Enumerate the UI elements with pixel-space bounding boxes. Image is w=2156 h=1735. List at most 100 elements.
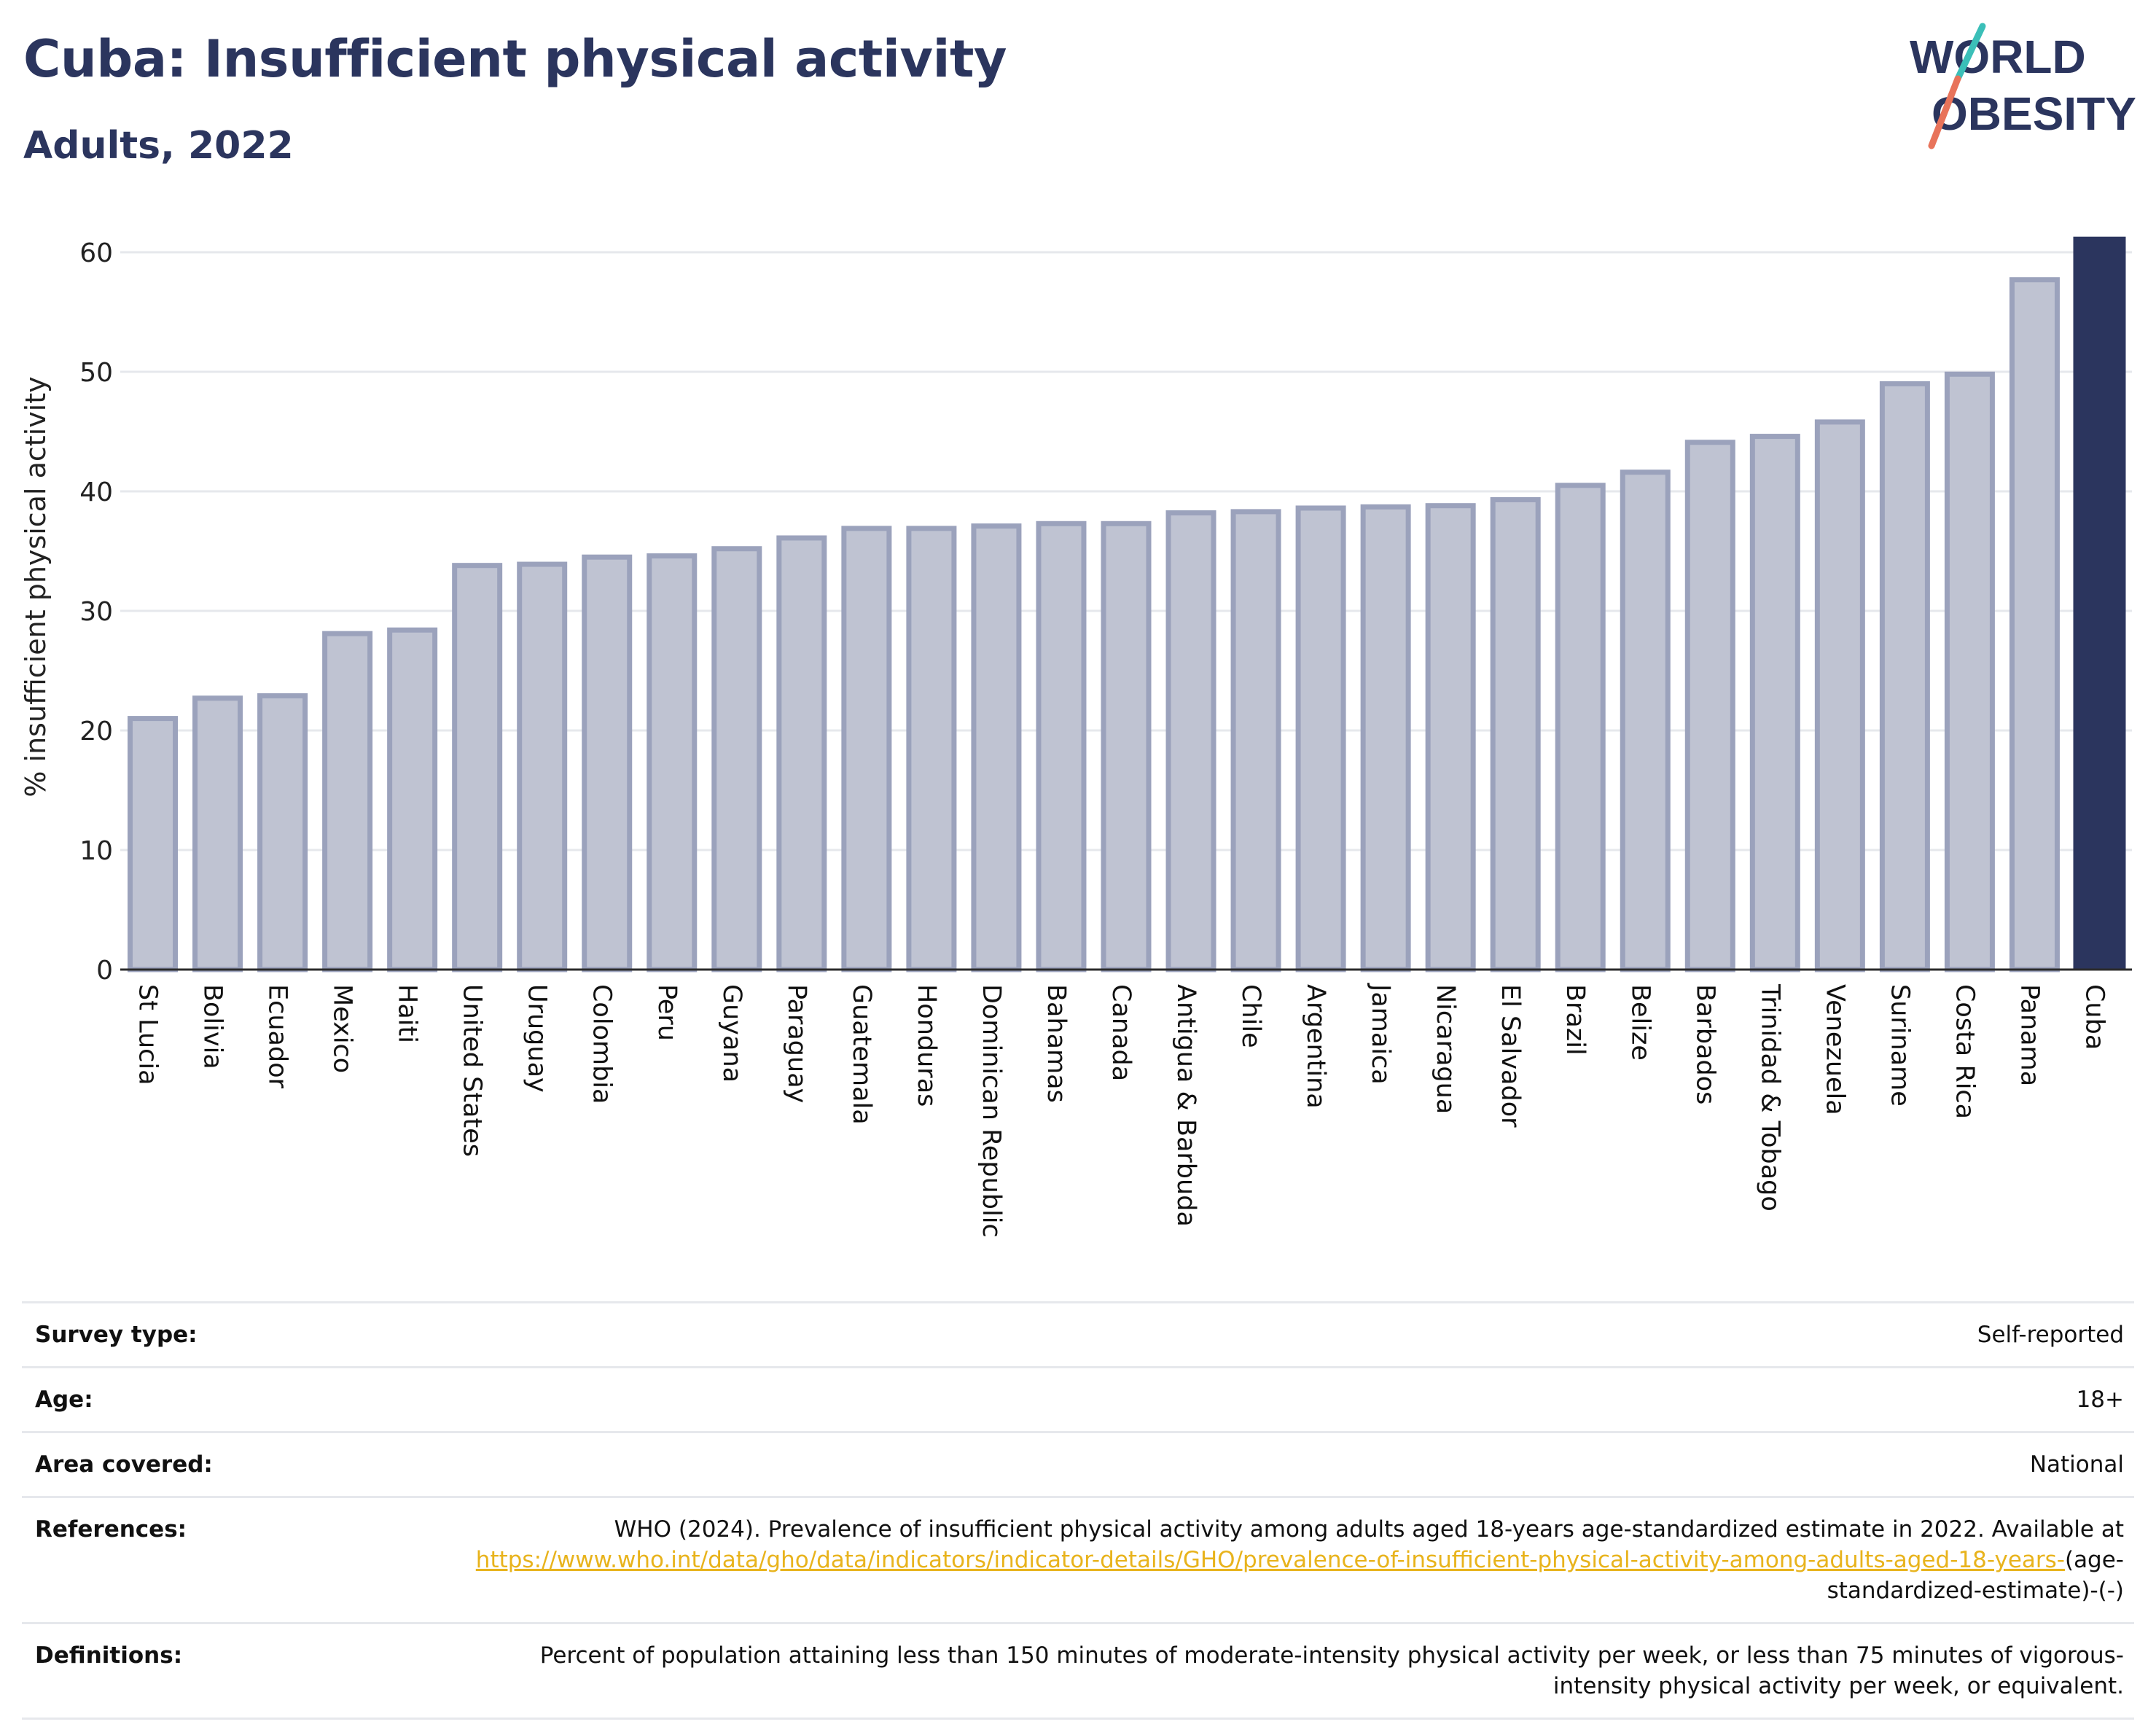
bar-bahamas	[1036, 520, 1087, 972]
x-tick-label: Cuba	[2079, 984, 2109, 1050]
bar-bolivia	[192, 695, 243, 972]
bar-canada	[1101, 520, 1152, 972]
y-tick-label: 10	[79, 836, 113, 866]
bar-st-lucia	[128, 716, 179, 972]
bar-peru	[647, 553, 698, 972]
x-tick-label: Honduras	[912, 984, 941, 1107]
meta-value: National	[453, 1431, 2134, 1497]
x-tick-label: Bolivia	[198, 984, 227, 1069]
meta-row: Survey type: Self-reported	[22, 1301, 2134, 1368]
bar-colombia	[582, 554, 633, 972]
x-tick-label: Uruguay	[523, 984, 552, 1093]
bar-haiti	[387, 627, 438, 972]
x-tick-label: Belize	[1625, 984, 1655, 1061]
x-tick-label: Panama	[2015, 984, 2044, 1086]
meta-row: References: WHO (2024). Prevalence of ins…	[22, 1496, 2134, 1623]
bar-argentina	[1295, 505, 1346, 972]
x-tick-label: Trinidad & Tobago	[1755, 983, 1784, 1212]
x-tick-label: Nicaragua	[1431, 984, 1460, 1114]
bar-paraguay	[776, 535, 827, 972]
bar-honduras	[906, 526, 957, 972]
y-axis-ticks: 0 10 20 30 40 50 60	[79, 238, 113, 986]
meta-value-text: Percent of population attaining less tha…	[539, 1642, 2124, 1699]
x-axis-ticks: St Lucia Bolivia Ecuador Mexico Haiti United …	[133, 983, 2109, 1238]
meta-value-text: Self-reported	[1977, 1322, 2124, 1348]
bar-nicaragua	[1425, 503, 1476, 972]
world-obesity-logo: WORLD OBESITY	[1910, 23, 2136, 149]
meta-value-text: National	[2029, 1451, 2124, 1478]
y-tick-label: 60	[79, 238, 113, 268]
bar-venezuela	[1814, 419, 1865, 972]
meta-label: Definitions:	[22, 1622, 453, 1720]
y-tick-label: 50	[79, 358, 113, 388]
bar-brazil	[1555, 483, 1606, 972]
bar-costa-rica	[1944, 371, 1995, 972]
y-tick-label: 20	[79, 717, 113, 746]
page-title: Cuba: Insufficient physical activity	[23, 29, 1007, 89]
meta-value-text: WHO (2024). Prevalence of insufficient p…	[614, 1516, 2124, 1543]
bar-mexico	[322, 631, 373, 972]
x-tick-label: Mexico	[328, 984, 357, 1073]
bar-ecuador	[257, 693, 308, 972]
meta-row: Age: 18+	[22, 1366, 2134, 1432]
bar-suriname	[1879, 381, 1930, 972]
bar-belize	[1620, 469, 1671, 972]
bar-panama	[2009, 277, 2060, 972]
meta-label: References:	[22, 1496, 453, 1623]
bar-uruguay	[517, 561, 568, 972]
bar-dominican-republic	[971, 523, 1022, 972]
x-tick-label: Argentina	[1301, 984, 1330, 1109]
meta-value: Percent of population attaining less tha…	[453, 1622, 2134, 1720]
metadata-table: Survey type: Self-reported Age: 18+ Area cov…	[22, 1301, 2134, 1720]
x-tick-label: Guatemala	[847, 984, 876, 1125]
x-tick-label: Dominican Republic	[977, 984, 1006, 1238]
x-tick-label: Bahamas	[1042, 984, 1071, 1103]
x-tick-label: Paraguay	[782, 984, 811, 1103]
x-tick-label: Costa Rica	[1950, 984, 1979, 1119]
y-tick-label: 30	[79, 597, 113, 627]
logo-text-world: WORLD	[1910, 31, 2086, 83]
x-tick-label: El Salvador	[1496, 984, 1525, 1128]
page-subtitle: Adults, 2022	[23, 124, 294, 168]
meta-label: Area covered:	[22, 1431, 453, 1497]
bar-chart: 0 10 20 30 40 50 60 St Lucia Bolivia Ecuador Mexi…	[20, 236, 2132, 1238]
bar-united-states	[452, 563, 503, 972]
x-tick-label: Canada	[1106, 984, 1136, 1081]
meta-row: Area covered: National	[22, 1431, 2134, 1497]
bar-barbados	[1684, 440, 1735, 972]
meta-value: WHO (2024). Prevalence of insufficient p…	[453, 1496, 2134, 1623]
x-tick-label: Chile	[1236, 984, 1265, 1048]
bars	[128, 236, 2126, 972]
bar-guatemala	[841, 526, 892, 972]
meta-value-text: 18+	[2076, 1387, 2124, 1413]
y-tick-label: 40	[79, 477, 113, 507]
x-tick-label: Ecuador	[263, 984, 292, 1089]
logo-text-obesity: OBESITY	[1932, 87, 2136, 140]
x-tick-label: Colombia	[587, 984, 617, 1104]
x-tick-label: Venezuela	[1820, 984, 1849, 1115]
meta-row: Definitions: Percent of population attain…	[22, 1622, 2134, 1720]
meta-label: Survey type:	[22, 1301, 453, 1368]
x-tick-label: Guyana	[717, 984, 746, 1083]
x-tick-label: Brazil	[1561, 984, 1590, 1056]
bar-guyana	[711, 546, 762, 972]
meta-label: Age:	[22, 1366, 453, 1432]
x-tick-label: Jamaica	[1366, 983, 1395, 1085]
y-tick-label: 0	[96, 956, 113, 986]
reference-link[interactable]: https://www.who.int/data/gho/data/indica…	[475, 1547, 2065, 1573]
bar-cuba	[2073, 236, 2126, 970]
logo-slash-teal	[1954, 23, 1986, 82]
x-tick-label: Haiti	[393, 984, 422, 1043]
y-axis-label: % insufficient physical activity	[20, 376, 52, 797]
reference-suffix: (age-standardized-estimate)-(-)	[1827, 1547, 2124, 1604]
x-tick-label: St Lucia	[133, 984, 163, 1085]
logo-slash-coral	[1928, 75, 1961, 149]
bar-jamaica	[1360, 504, 1411, 972]
bar-trinidad-tobago	[1749, 434, 1800, 972]
meta-value: 18+	[453, 1366, 2134, 1432]
x-tick-label: Antigua & Barbuda	[1171, 984, 1200, 1227]
bar-antigua-barbuda	[1165, 510, 1216, 972]
bar-el-salvador	[1490, 496, 1541, 972]
bar-chile	[1230, 509, 1281, 972]
x-tick-label: United States	[458, 984, 487, 1157]
